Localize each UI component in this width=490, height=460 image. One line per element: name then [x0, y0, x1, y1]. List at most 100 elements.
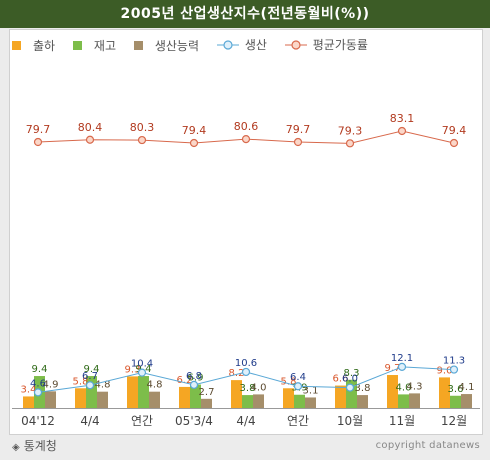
- legend-item-inventory: 재고: [72, 37, 117, 54]
- bar-label-capacity: 3.8: [355, 383, 371, 394]
- point-production: [33, 388, 43, 397]
- point-utilization: [397, 126, 407, 136]
- legend-label-shipment: 출하: [33, 38, 56, 53]
- bar-shipment: [75, 388, 86, 408]
- point-production: [449, 365, 459, 374]
- legend-swatch-capacity: [133, 40, 143, 50]
- bar-capacity: [45, 391, 56, 408]
- bar-inventory: [242, 395, 253, 408]
- point-label-utilization: 79.7: [26, 123, 51, 136]
- bar-inventory: [190, 384, 201, 408]
- bar-label-inventory: 9.4: [32, 364, 48, 375]
- bar-capacity: [409, 393, 420, 408]
- x-tick-label: 4/4: [236, 414, 255, 428]
- point-utilization: [293, 137, 303, 147]
- legend-marker-production: [216, 39, 239, 50]
- bar-label-capacity: 2.7: [199, 387, 215, 398]
- point-production: [241, 367, 251, 377]
- point-production: [397, 362, 407, 371]
- legend-item-utilization: 평균가동률: [284, 36, 368, 53]
- x-tick-label: 연간: [131, 414, 153, 428]
- diamond-icon: ◈: [12, 442, 20, 453]
- bar-label-shipment: 5.8: [281, 376, 297, 387]
- bar-shipment: [335, 385, 346, 408]
- legend-label-utilization: 평균가동률: [312, 38, 368, 52]
- bar-label-inventory: 4.0: [396, 382, 412, 393]
- source-label: 통계청: [23, 439, 57, 453]
- legend: 출하 재고 생산능력 생산 평균가동률: [12, 36, 382, 56]
- point-label-production: 6.0: [342, 374, 358, 385]
- bar-shipment: [127, 376, 138, 408]
- legend-label-capacity: 생산능력: [154, 38, 200, 53]
- bar-label-shipment: 8.2: [229, 368, 245, 379]
- point-label-production: 10.4: [131, 359, 153, 370]
- bar-label-shipment: 9.0: [437, 365, 453, 376]
- bar-shipment: [179, 386, 190, 408]
- point-utilization: [137, 135, 147, 145]
- bar-capacity: [253, 394, 264, 408]
- legend-item-capacity: 생산능력: [133, 37, 200, 54]
- point-production: [293, 382, 303, 391]
- bar-inventory: [138, 376, 149, 408]
- bar-capacity: [461, 394, 472, 408]
- point-utilization: [449, 138, 459, 148]
- bar-shipment: [231, 380, 242, 408]
- bar-label-capacity: 4.0: [251, 382, 267, 393]
- point-label-production: 11.3: [443, 356, 465, 367]
- point-label-utilization: 79.7: [286, 123, 311, 136]
- x-tick-label: 연간: [287, 414, 309, 428]
- legend-label-production: 생산: [244, 38, 267, 52]
- bar-shipment: [23, 396, 34, 408]
- bar-capacity: [97, 391, 108, 408]
- point-label-production: 6.8: [186, 371, 202, 382]
- legend-marker-utilization: [284, 39, 307, 50]
- bar-label-capacity: 4.1: [459, 382, 475, 393]
- bar-capacity: [357, 395, 368, 408]
- bar-label-capacity: 4.8: [95, 380, 111, 391]
- bar-inventory: [346, 379, 357, 408]
- x-tick-label: 4/4: [80, 414, 99, 428]
- point-utilization: [85, 135, 95, 144]
- point-label-production: 4.6: [30, 378, 46, 389]
- bar-label-shipment: 5.8: [73, 376, 89, 387]
- bar-label-capacity: 4.9: [43, 379, 59, 390]
- bar-inventory: [450, 395, 461, 408]
- bar-inventory: [86, 376, 97, 408]
- bar-label-capacity: 4.3: [407, 381, 423, 392]
- point-label-production: 6.7: [82, 371, 98, 382]
- legend-item-production: 생산: [216, 36, 267, 53]
- x-tick-label: 12월: [441, 414, 467, 428]
- bar-shipment: [387, 375, 398, 408]
- legend-item-shipment: 출하: [12, 37, 55, 54]
- point-utilization: [345, 139, 355, 148]
- legend-label-inventory: 재고: [93, 38, 117, 53]
- bar-label-inventory: 3.8: [240, 383, 256, 394]
- point-utilization: [33, 137, 43, 147]
- bar-label-shipment: 6.2: [177, 375, 193, 386]
- bar-inventory: [398, 394, 409, 408]
- bar-label-shipment: 3.4: [21, 384, 37, 395]
- point-label-utilization: 79.4: [442, 124, 467, 137]
- bar-capacity: [201, 398, 212, 408]
- point-utilization: [241, 135, 251, 144]
- point-production: [137, 368, 147, 377]
- point-label-utilization: 80.3: [130, 121, 155, 134]
- bar-label-inventory: 9.4: [84, 364, 100, 375]
- point-label-utilization: 80.4: [78, 121, 103, 134]
- point-production: [189, 380, 199, 389]
- bar-label-inventory: 3.6: [448, 384, 464, 395]
- x-tick-label: 10월: [337, 414, 363, 428]
- source-note: ◈ 통계청: [12, 437, 57, 454]
- point-label-utilization: 79.3: [338, 124, 363, 137]
- point-production: [85, 381, 95, 390]
- point-utilization: [189, 138, 199, 148]
- point-label-production: 12.1: [391, 353, 413, 364]
- point-label-production: 6.4: [290, 372, 306, 383]
- point-label-utilization: 83.1: [390, 112, 415, 125]
- point-production: [345, 383, 355, 392]
- bar-label-capacity: 3.1: [303, 385, 319, 396]
- x-tick-label: 11월: [389, 414, 415, 428]
- bar-label-capacity: 4.8: [147, 380, 163, 391]
- bar-inventory: [294, 394, 305, 408]
